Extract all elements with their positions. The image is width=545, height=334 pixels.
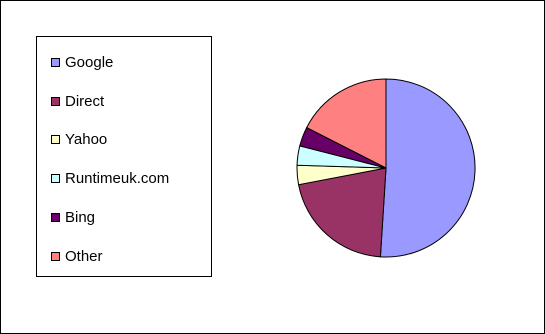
legend-swatch-other <box>51 251 60 261</box>
pie-slice-other <box>306 78 387 169</box>
legend-label-other: Other <box>65 247 103 265</box>
legend-label-bing: Bing <box>65 208 96 226</box>
legend-swatch-bing <box>51 212 60 222</box>
legend-swatch-google <box>51 57 60 67</box>
legend-swatch-direct <box>51 96 60 106</box>
legend-entry-bing: Bing <box>51 207 95 227</box>
pie-slice-google <box>379 78 476 258</box>
legend: Google Direct Yahoo Runtimeuk.com Bing O… <box>36 36 212 277</box>
legend-entry-other: Other <box>51 246 103 266</box>
legend-label-google: Google <box>65 53 114 71</box>
legend-entry-google: Google <box>51 52 113 72</box>
legend-label-yahoo: Yahoo <box>65 130 108 148</box>
pie-slice-direct <box>297 167 387 258</box>
legend-swatch-runtimeuk <box>51 173 60 183</box>
legend-entry-runtimeuk: Runtimeuk.com <box>51 168 169 188</box>
legend-entry-yahoo: Yahoo <box>51 129 107 149</box>
legend-label-runtimeuk: Runtimeuk.com <box>65 169 170 187</box>
legend-label-direct: Direct <box>65 92 105 110</box>
legend-entry-direct: Direct <box>51 91 104 111</box>
legend-swatch-yahoo <box>51 134 60 144</box>
